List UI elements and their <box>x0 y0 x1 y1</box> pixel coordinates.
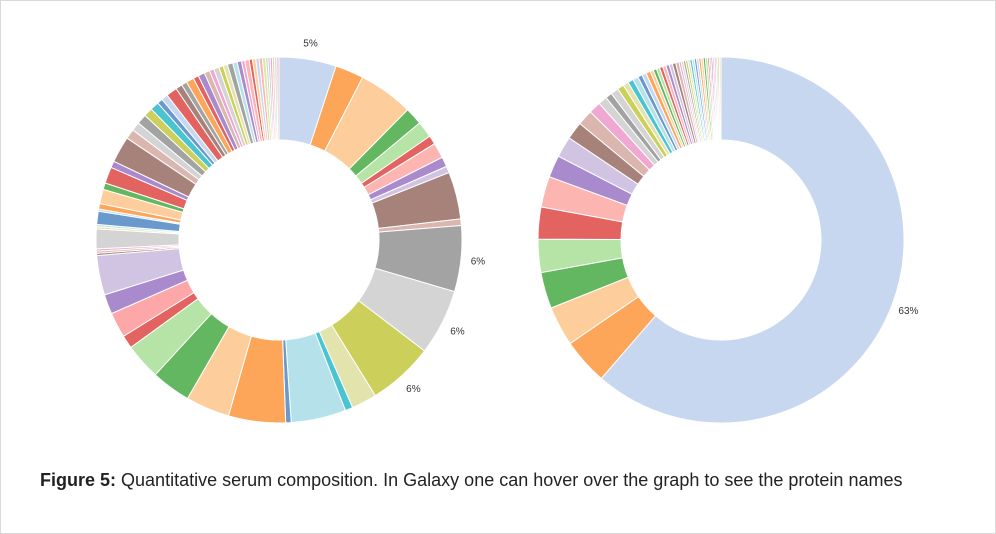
pie-slice[interactable] <box>276 56 280 141</box>
slice-percent-label: 5% <box>303 39 318 50</box>
slice-percent-label: 6% <box>450 326 465 337</box>
donut-chart-serum-composition[interactable]: 5% 6% 6% 6% <box>95 39 486 424</box>
figure-caption-text: Quantitative serum composition. In Galax… <box>121 470 903 490</box>
slice-percent-label: 63% <box>898 306 918 317</box>
pie-slice[interactable] <box>718 56 722 141</box>
slice-percent-label: 6% <box>406 384 421 395</box>
figure-caption-label: Figure 5: <box>40 470 117 490</box>
donut-chart-serum-composition-grouped[interactable]: 63% <box>537 56 919 424</box>
pie-charts: 5% 6% 6% 6% 63% <box>95 39 919 424</box>
pie-slice[interactable] <box>600 56 905 424</box>
figure-caption: Figure 5: Quantitative serum composition… <box>40 466 948 495</box>
slice-percent-label: 6% <box>471 257 486 268</box>
